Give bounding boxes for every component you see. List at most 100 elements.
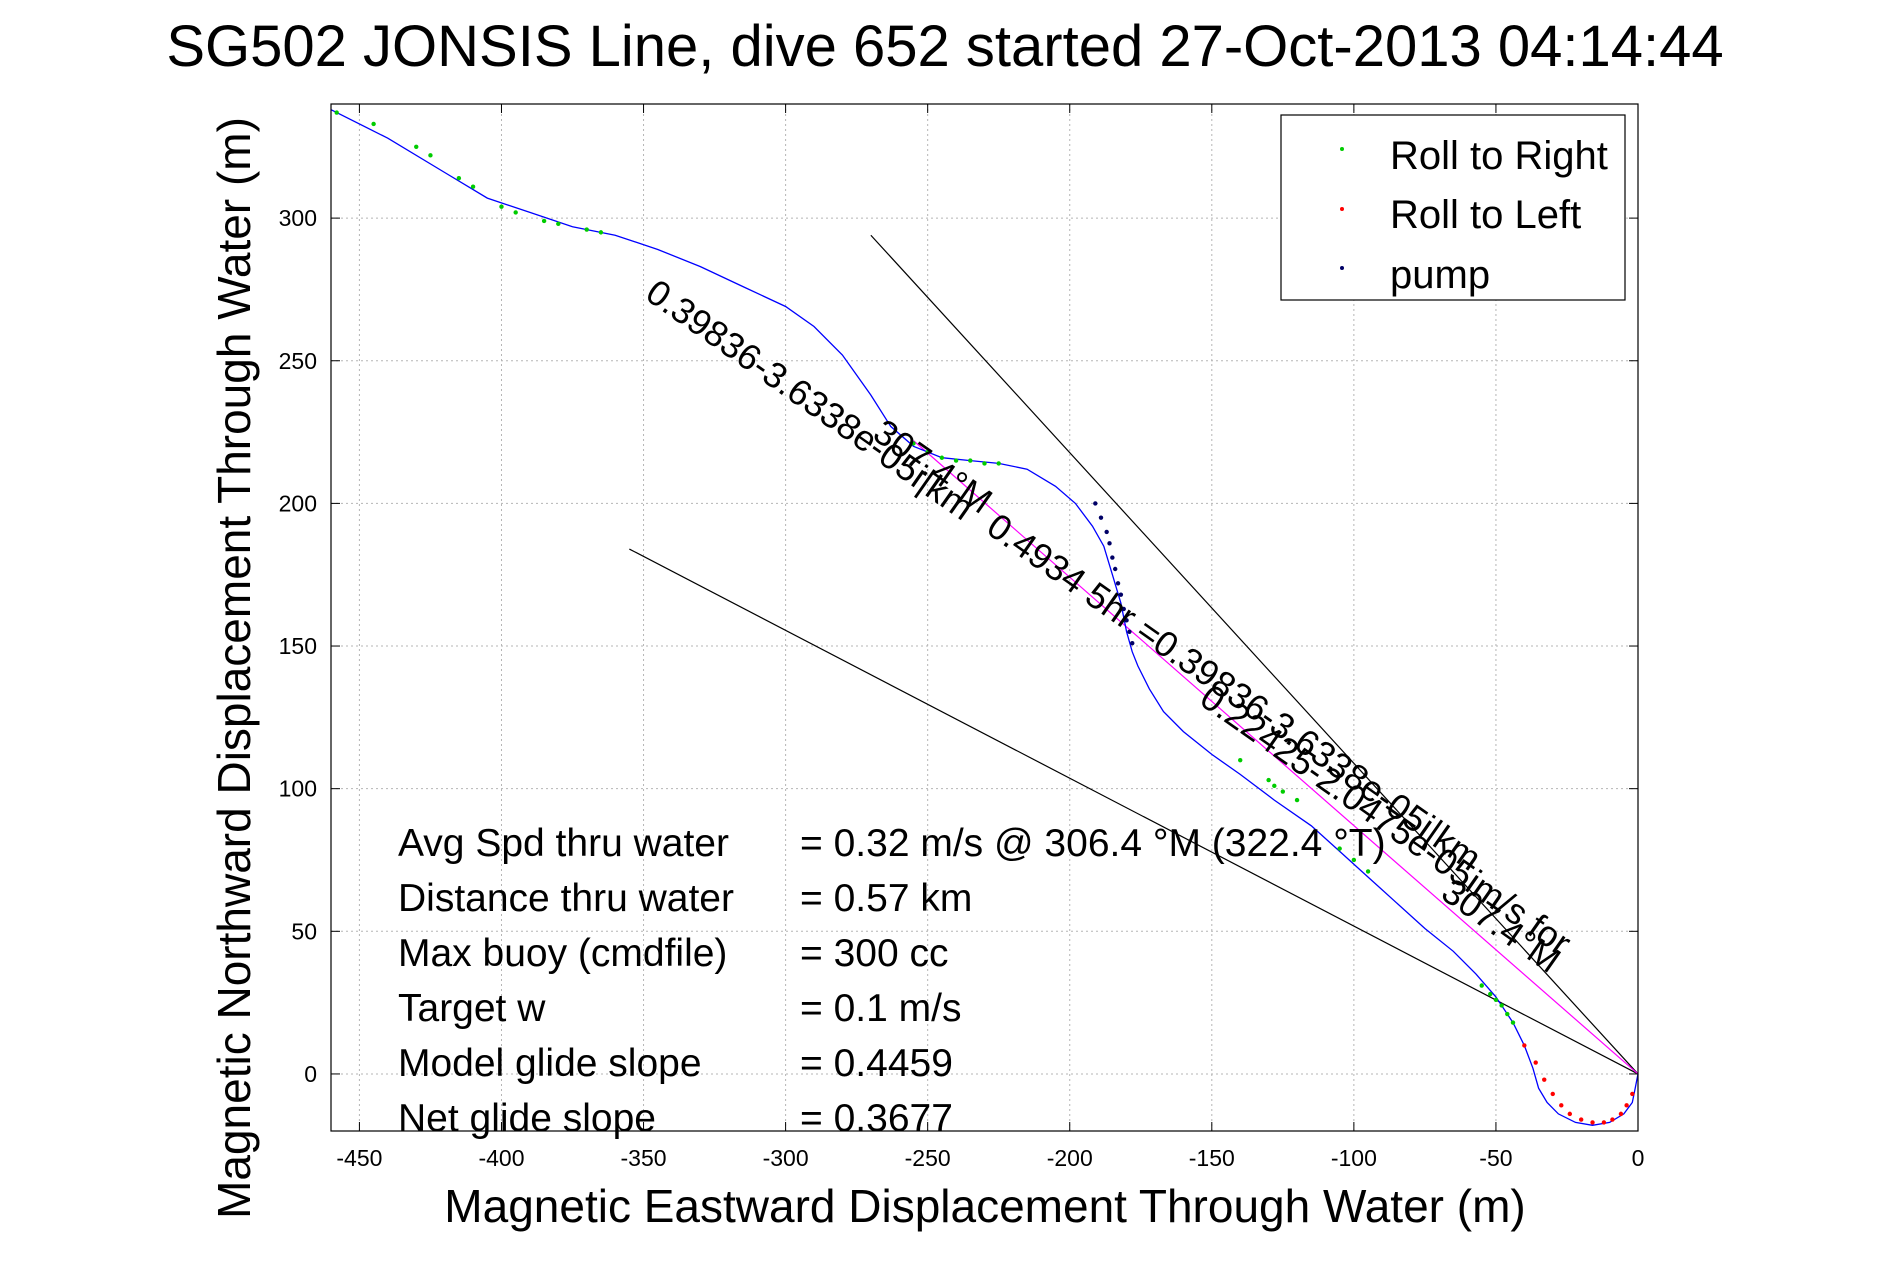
stat-value-distance: = 0.57 km (800, 877, 972, 920)
x-tick-label: -400 (478, 1145, 524, 1171)
stat-value-avg-speed: = 0.32 m/s @ 306.4 °M (322.4 °T) (800, 822, 1386, 865)
roll-right-point (371, 121, 376, 127)
legend-label-pump: pump (1390, 253, 1490, 297)
roll-right-point (968, 458, 973, 463)
stat-value-max-buoy: = 300 cc (800, 932, 949, 975)
legend-label-roll-left: Roll to Left (1390, 193, 1581, 237)
roll-left-point (1542, 1077, 1547, 1082)
roll-right-point (1294, 797, 1300, 803)
pump-point (1098, 515, 1104, 520)
legend-box (1280, 114, 1626, 301)
roll-left-point (1559, 1103, 1564, 1108)
chart-title: SG502 JONSIS Line, dive 652 started 27-O… (166, 14, 1723, 79)
roll-left-point (1590, 1120, 1595, 1125)
roll-right-point (334, 110, 339, 115)
x-tick-label: -350 (621, 1145, 667, 1171)
roll-left-point (1624, 1103, 1629, 1108)
roll-right-point (456, 175, 462, 181)
pump-point (1115, 581, 1121, 586)
y-tick-label: 50 (291, 918, 317, 944)
roll-right-point (541, 218, 547, 224)
legend: Roll to Right Roll to Left pump (1280, 114, 1626, 301)
x-tick-label: 0 (1632, 1145, 1645, 1171)
legend-marker-roll-left (1340, 207, 1344, 211)
x-tick-label: -150 (1189, 1145, 1235, 1171)
y-tick-label: 300 (279, 205, 317, 231)
legend-marker-pump (1340, 266, 1344, 270)
pump-point (1113, 566, 1118, 572)
roll-right-point (1499, 1003, 1504, 1008)
pump-point (1110, 555, 1115, 560)
reference-line (913, 440, 1639, 1075)
stat-label-model-glide: Model glide slope (398, 1042, 702, 1085)
x-tick-label: -250 (905, 1145, 951, 1171)
pump-point (1130, 640, 1135, 646)
roll-right-point (598, 230, 604, 235)
roll-right-point (1505, 1011, 1510, 1017)
stat-label-distance: Distance thru water (398, 877, 734, 920)
stat-label-avg-speed: Avg Spd thru water (398, 822, 729, 865)
x-tick-label: -200 (1047, 1145, 1093, 1171)
pump-point (1118, 592, 1124, 597)
x-tick-label: -450 (336, 1145, 382, 1171)
roll-right-point (996, 461, 1001, 466)
y-tick-label: 200 (279, 490, 317, 516)
roll-left-point (1533, 1060, 1538, 1065)
y-tick-label: 0 (304, 1061, 317, 1087)
stat-value-model-glide: = 0.4459 (800, 1042, 953, 1085)
roll-right-point (584, 227, 589, 232)
roll-left-point (1601, 1120, 1607, 1125)
y-tick-label: 250 (279, 348, 317, 374)
roll-right-point (925, 449, 930, 455)
roll-right-point (428, 153, 433, 158)
roll-right-point (1365, 869, 1371, 874)
plot-frame (330, 103, 1639, 1132)
roll-right-point (953, 458, 959, 463)
reference-line (629, 548, 1639, 1075)
pump-point (1127, 629, 1132, 634)
roll-right-point (982, 461, 987, 466)
stat-value-net-glide: = 0.3677 (800, 1097, 953, 1140)
roll-right-point (556, 221, 561, 227)
roll-right-point (414, 144, 419, 149)
roll-left-point (1578, 1117, 1584, 1122)
pump-point (1124, 618, 1129, 623)
roll-left-point (1630, 1091, 1635, 1097)
marker-series (334, 110, 1635, 1125)
roll-right-point (1266, 777, 1271, 783)
track-series (330, 109, 1639, 1126)
roll-left-point (1567, 1111, 1573, 1117)
reference-line (870, 234, 1639, 1075)
stat-label-max-buoy: Max buoy (cmdfile) (398, 932, 727, 975)
pump-point (1121, 606, 1126, 612)
y-tick-label: 150 (279, 633, 317, 659)
roll-left-point (1522, 1043, 1527, 1048)
roll-right-point (1238, 757, 1243, 763)
legend-label-roll-right: Roll to Right (1390, 134, 1608, 178)
legend-marker-roll-right (1340, 147, 1344, 151)
x-tick-label: -50 (1479, 1145, 1512, 1171)
y-tick-label: 100 (279, 776, 317, 802)
roll-right-point (1337, 846, 1342, 851)
roll-right-point (513, 210, 518, 215)
pump-point (1093, 501, 1098, 506)
axis-ticks: -450 -400 -350 -300 -250 -200 -150 -100 -50 0 0 50 1… (279, 104, 1645, 1171)
x-tick-label: -300 (763, 1145, 809, 1171)
track-line (330, 109, 1639, 1126)
roll-right-point (1488, 991, 1493, 997)
x-tick-label: -100 (1331, 1145, 1377, 1171)
roll-right-point (1510, 1020, 1516, 1025)
roll-right-point (1280, 789, 1286, 794)
x-axis-label: Magnetic Eastward Displacement Through W… (444, 1180, 1525, 1232)
roll-right-point (1493, 997, 1499, 1002)
roll-left-point (1618, 1111, 1624, 1117)
reference-lines (629, 234, 1639, 1075)
roll-right-point (1479, 983, 1484, 988)
stat-label-target-w: Target w (398, 987, 546, 1030)
pump-point (1107, 541, 1112, 546)
roll-right-point (1351, 857, 1357, 863)
stat-label-net-glide: Net glide slope (398, 1097, 656, 1140)
roll-right-point (1272, 783, 1277, 789)
